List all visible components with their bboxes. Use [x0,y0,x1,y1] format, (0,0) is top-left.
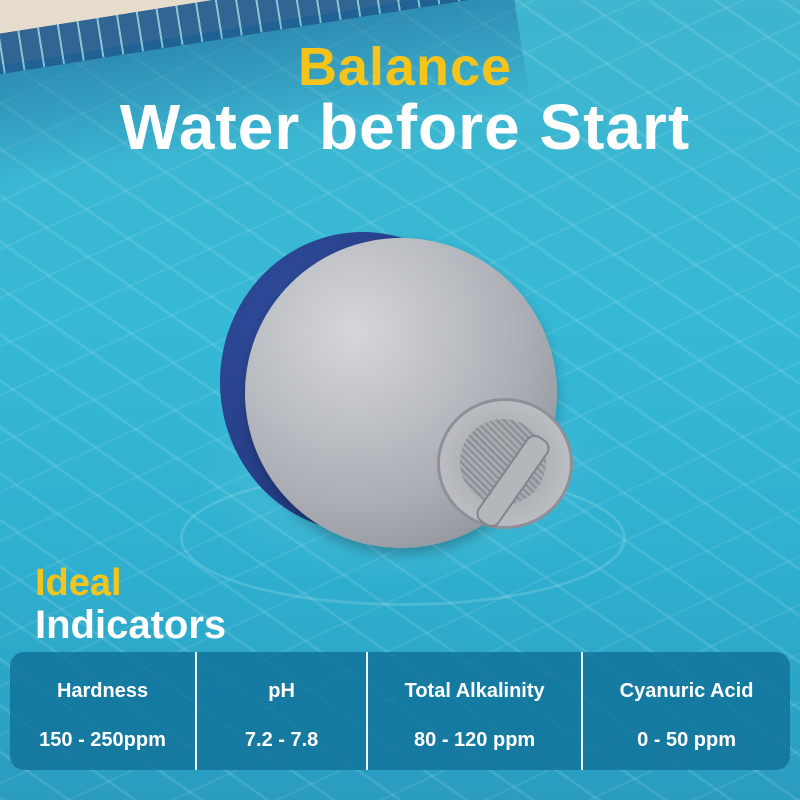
indicator-label: pH [268,680,295,702]
indicator-value: 7.2 - 7.8 [244,729,319,751]
indicator-total-alkalinity: Total Alkalinity 80 - 120 ppm [366,652,581,770]
floater-lid [437,398,573,532]
floater-lid-handle [472,430,554,532]
indicator-label: Total Alkalinity [404,680,545,702]
chlorine-floater-image [215,228,573,558]
floater-silver-dome [245,238,573,548]
indicator-ph: pH 7.2 - 7.8 [195,652,366,770]
floater-lid-grid [460,419,554,532]
indicator-hardness: Hardness 150 - 250ppm [10,652,195,770]
section-title: Indicators [35,603,227,647]
indicator-cyanuric-acid: Cyanuric Acid 0 - 50 ppm [581,652,790,770]
indicator-value: 80 - 120 ppm [414,729,536,751]
section-accent: Ideal [35,562,122,604]
indicator-label: Hardness [56,680,149,702]
indicator-value: 0 - 50 ppm [637,729,736,751]
indicators-table: Hardness 150 - 250ppm pH 7.2 - 7.8 Total… [10,652,790,770]
indicator-label: Cyanuric Acid [619,680,754,702]
headline-accent: Balance [297,37,513,97]
indicator-value: 150 - 250ppm [39,729,166,751]
headline-title: Water before Start [119,91,691,163]
